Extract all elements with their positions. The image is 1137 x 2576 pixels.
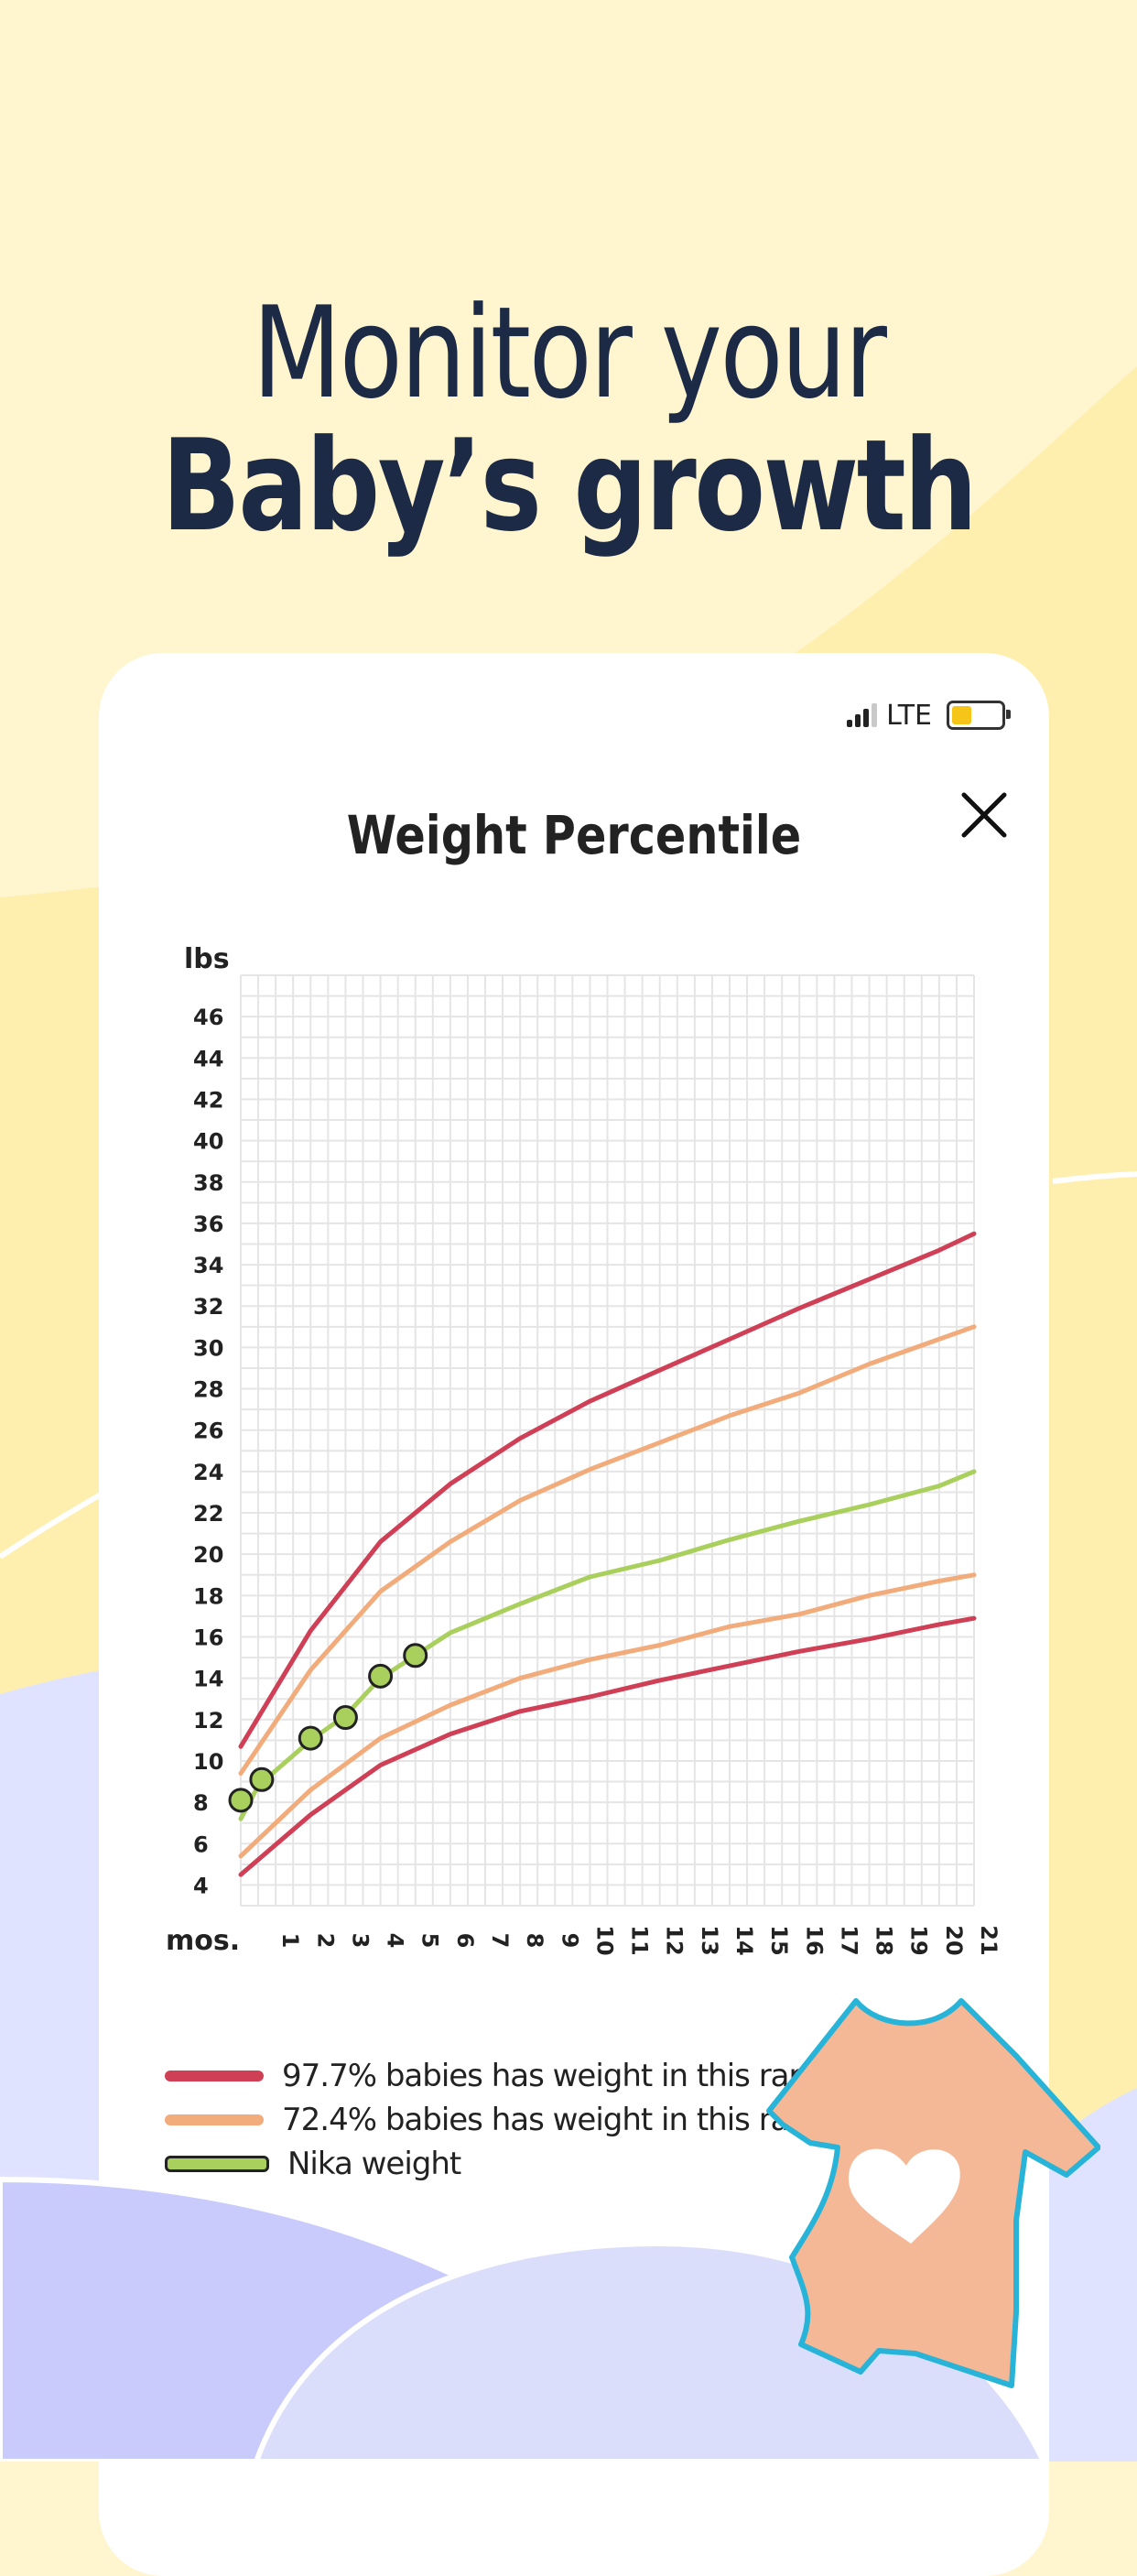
legend-label-p72: 72.4% babies has weight in this range [282, 2102, 846, 2138]
chart-title: Weight Percentile [346, 804, 802, 866]
y-tick-label: 24 [193, 1460, 223, 1485]
y-axis-label: lbs [184, 943, 230, 975]
baby-onesie-heart-icon [766, 1998, 1100, 2388]
y-tick-label: 38 [193, 1170, 223, 1196]
measurement-point [228, 1788, 254, 1813]
network-label: LTE [886, 699, 932, 732]
x-tick-label: 12 [662, 1925, 688, 1955]
x-tick-label: 3 [347, 1933, 373, 1949]
x-tick-label: 9 [557, 1933, 582, 1949]
x-tick-label: 7 [487, 1933, 513, 1949]
legend-label-p97: 97.7% babies has weight in this range [282, 2058, 846, 2094]
y-tick-label: 16 [193, 1625, 223, 1650]
measurement-point [368, 1663, 394, 1689]
y-tick-label: 26 [193, 1418, 223, 1444]
chart-legend: 97.7% babies has weight in this range 72… [165, 2054, 846, 2186]
y-tick-label: 10 [193, 1749, 223, 1775]
x-tick-label: 20 [941, 1925, 967, 1955]
legend-item-p97: 97.7% babies has weight in this range [165, 2054, 846, 2098]
y-tick-label: 44 [193, 1046, 223, 1071]
headline-line-1: Monitor your [252, 279, 887, 427]
legend-item-p72: 72.4% babies has weight in this range [165, 2098, 846, 2142]
x-tick-label: 4 [383, 1933, 408, 1949]
series-line-p97_low [238, 1615, 977, 1877]
y-tick-label: 36 [193, 1212, 223, 1237]
x-tick-label: 6 [452, 1933, 478, 1949]
series-line-p72_high [238, 1324, 977, 1776]
y-tick-label: 28 [193, 1377, 223, 1403]
y-tick-label: 6 [193, 1831, 209, 1857]
y-tick-label: 8 [193, 1790, 209, 1816]
bottom-decoration [0, 2176, 1047, 2462]
y-tick-label: 46 [193, 1005, 223, 1030]
x-tick-label: 17 [836, 1925, 861, 1955]
y-tick-label: 30 [193, 1335, 223, 1361]
y-tick-label: 14 [193, 1667, 223, 1692]
measurement-point [249, 1766, 275, 1792]
y-tick-label: 40 [193, 1129, 223, 1155]
x-tick-label: 21 [976, 1925, 1002, 1955]
measurement-point [403, 1643, 428, 1668]
x-tick-label: 15 [766, 1925, 792, 1955]
measurement-point [298, 1725, 323, 1751]
x-axis-label: mos. [166, 1925, 240, 1957]
x-tick-label: 11 [627, 1925, 653, 1955]
measurement-point [332, 1705, 358, 1731]
weight-chart: lbs4681012141618202224262830323436384042… [166, 943, 1002, 1957]
x-tick-label: 19 [906, 1925, 932, 1955]
series-line-p97_high [238, 1231, 977, 1749]
x-tick-label: 8 [522, 1933, 547, 1949]
y-tick-label: 42 [193, 1087, 223, 1113]
battery-icon [947, 701, 1011, 730]
legend-label-baby: Nika weight [287, 2146, 461, 2182]
series-line-p72_low [238, 1572, 977, 1859]
x-tick-label: 1 [277, 1933, 303, 1949]
x-tick-label: 2 [312, 1933, 338, 1949]
status-bar: LTE [847, 697, 1011, 734]
close-icon[interactable] [955, 786, 1013, 844]
legend-swatch-p72 [165, 2114, 264, 2125]
x-tick-label: 13 [697, 1925, 722, 1955]
legend-swatch-baby [165, 2156, 269, 2172]
series-line-baby_curve [238, 1469, 977, 1821]
y-tick-label: 12 [193, 1708, 223, 1734]
x-tick-label: 14 [731, 1925, 757, 1955]
y-tick-label: 32 [193, 1294, 223, 1320]
y-tick-label: 20 [193, 1542, 223, 1568]
y-tick-label: 18 [193, 1583, 223, 1609]
signal-icon [847, 703, 878, 727]
y-tick-label: 22 [193, 1501, 223, 1527]
headline-line-2: Baby’s growth [161, 412, 978, 560]
x-tick-label: 10 [591, 1925, 617, 1955]
x-tick-label: 18 [872, 1925, 897, 1955]
legend-swatch-p97 [165, 2071, 264, 2081]
x-tick-label: 16 [801, 1925, 827, 1955]
legend-item-baby: Nika weight [165, 2142, 845, 2186]
y-tick-label: 34 [193, 1253, 223, 1278]
y-tick-label: 4 [193, 1873, 209, 1898]
x-tick-label: 5 [417, 1933, 443, 1949]
